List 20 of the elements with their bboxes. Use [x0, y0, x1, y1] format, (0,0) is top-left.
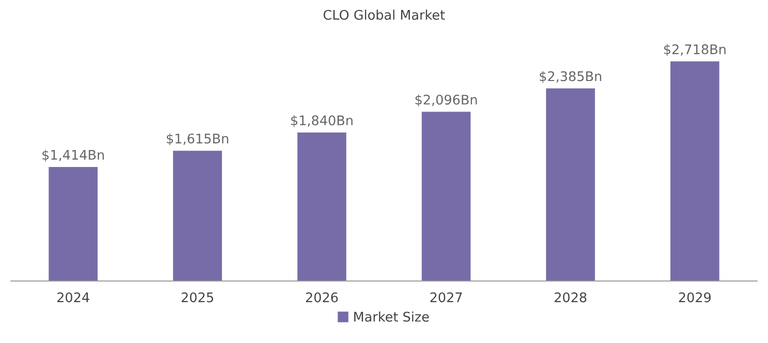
x-tick-label: 2027 [430, 292, 462, 302]
legend-label: Market Size [354, 311, 429, 322]
x-tick-label: 2029 [679, 292, 711, 302]
data-label: $2,718Bn [664, 44, 726, 56]
x-tick-label: 2026 [306, 292, 338, 302]
bar [420, 110, 472, 281]
data-label: $2,385Bn [540, 71, 602, 83]
bar [48, 166, 98, 281]
x-tick-label: 2025 [182, 292, 214, 302]
bar [670, 61, 720, 281]
data-label: $1,615Bn [166, 133, 228, 146]
data-label: $1,414Bn [42, 150, 104, 162]
data-label: $2,096Bn [415, 94, 477, 106]
bar [296, 132, 348, 281]
x-tick-label: 2028 [554, 292, 586, 302]
bar [172, 150, 223, 281]
bar [545, 88, 596, 281]
chart-title: CLO Global Market [324, 10, 445, 20]
x-tick-label: 2024 [57, 292, 90, 302]
data-label: $1,840Bn [291, 115, 353, 128]
